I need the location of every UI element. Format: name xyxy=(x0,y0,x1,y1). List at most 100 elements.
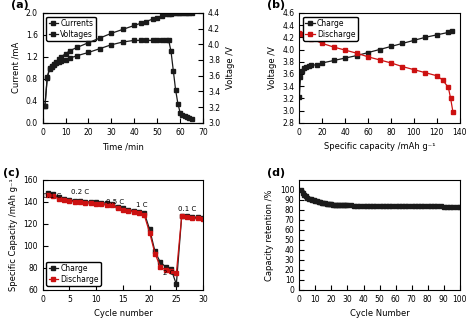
Discharge xyxy=(147,231,153,235)
Charge xyxy=(297,95,302,99)
Currents xyxy=(42,104,48,108)
Charge xyxy=(163,265,168,269)
Currents xyxy=(189,118,194,121)
Charge xyxy=(173,282,179,286)
Currents xyxy=(164,38,169,42)
Currents xyxy=(177,111,183,115)
Charge xyxy=(93,200,99,204)
Y-axis label: Current /mA: Current /mA xyxy=(11,42,20,93)
Line: Voltages: Voltages xyxy=(43,11,193,108)
Legend: Currents, Voltages: Currents, Voltages xyxy=(46,17,96,41)
Charge xyxy=(446,31,451,34)
Discharge xyxy=(45,194,51,197)
Currents xyxy=(143,38,149,42)
Charge xyxy=(152,250,158,253)
Discharge xyxy=(104,203,109,207)
Currents xyxy=(56,61,62,64)
Charge xyxy=(88,200,94,204)
Currents xyxy=(166,38,172,42)
Charge xyxy=(377,48,383,52)
Discharge xyxy=(195,216,201,220)
Currents xyxy=(109,43,114,47)
Voltages xyxy=(51,62,57,66)
Discharge xyxy=(173,271,179,275)
Currents xyxy=(47,66,53,70)
Charge xyxy=(308,63,314,67)
Line: Discharge: Discharge xyxy=(46,193,205,275)
Voltages xyxy=(143,20,149,24)
Currents xyxy=(175,102,181,106)
Voltages xyxy=(168,12,174,15)
Charge xyxy=(61,197,67,201)
Charge xyxy=(51,192,56,196)
Charge xyxy=(319,61,325,65)
Legend: Charge, Discharge: Charge, Discharge xyxy=(46,262,101,286)
Voltages xyxy=(49,64,55,68)
Discharge xyxy=(200,218,206,222)
Discharge xyxy=(422,71,428,75)
Currents xyxy=(159,38,164,42)
Discharge xyxy=(88,201,94,205)
Currents xyxy=(63,58,68,62)
Discharge xyxy=(308,37,314,41)
Discharge xyxy=(51,194,56,198)
Discharge xyxy=(115,206,120,210)
Charge xyxy=(72,199,78,203)
Text: 2 C: 2 C xyxy=(163,270,174,276)
Discharge xyxy=(450,110,456,114)
X-axis label: Specific capacity /mAh g⁻¹: Specific capacity /mAh g⁻¹ xyxy=(324,142,435,151)
Currents xyxy=(150,38,155,42)
Text: 0.5 C: 0.5 C xyxy=(106,199,124,205)
Charge xyxy=(411,38,417,42)
Discharge xyxy=(446,85,451,89)
Discharge xyxy=(302,34,308,38)
Voltages xyxy=(173,11,178,15)
Currents xyxy=(182,114,188,118)
Discharge xyxy=(120,208,126,212)
Voltages xyxy=(171,11,176,15)
Voltages xyxy=(189,11,194,15)
Text: (a): (a) xyxy=(10,1,28,11)
Currents xyxy=(97,47,103,51)
Voltages xyxy=(159,14,164,18)
Discharge xyxy=(72,200,78,204)
Discharge xyxy=(77,200,83,204)
Discharge xyxy=(448,96,454,100)
Currents xyxy=(138,38,144,42)
Currents xyxy=(58,59,64,63)
Voltages xyxy=(42,104,48,108)
Charge xyxy=(449,29,455,33)
Discharge xyxy=(99,202,104,206)
Y-axis label: Capacity retention /%: Capacity retention /% xyxy=(265,189,274,280)
Currents xyxy=(120,40,126,44)
Currents xyxy=(54,62,59,65)
Voltages xyxy=(109,31,114,35)
Currents xyxy=(67,56,73,60)
Voltages xyxy=(186,11,192,15)
Discharge xyxy=(168,269,174,273)
Charge xyxy=(99,201,104,205)
Charge xyxy=(299,69,304,73)
Currents xyxy=(51,63,57,67)
Discharge xyxy=(126,209,131,213)
Discharge xyxy=(411,68,417,71)
Discharge xyxy=(400,65,405,69)
Currents xyxy=(171,69,176,72)
Voltages xyxy=(155,16,160,20)
Text: 0.1 C: 0.1 C xyxy=(178,206,196,212)
Voltages xyxy=(86,41,91,45)
Y-axis label: Voltage /V: Voltage /V xyxy=(226,46,235,89)
Charge xyxy=(168,267,174,271)
Charge xyxy=(298,75,303,79)
Voltages xyxy=(166,12,172,15)
Charge xyxy=(131,209,137,213)
Charge xyxy=(388,44,394,48)
Y-axis label: Specific Capacity /mAh g⁻¹: Specific Capacity /mAh g⁻¹ xyxy=(9,178,18,291)
Discharge xyxy=(297,31,302,35)
Currents xyxy=(173,88,178,92)
Charge xyxy=(77,199,83,203)
Discharge xyxy=(56,197,62,201)
Charge xyxy=(190,215,195,219)
Discharge xyxy=(184,215,190,219)
Charge xyxy=(301,66,307,70)
